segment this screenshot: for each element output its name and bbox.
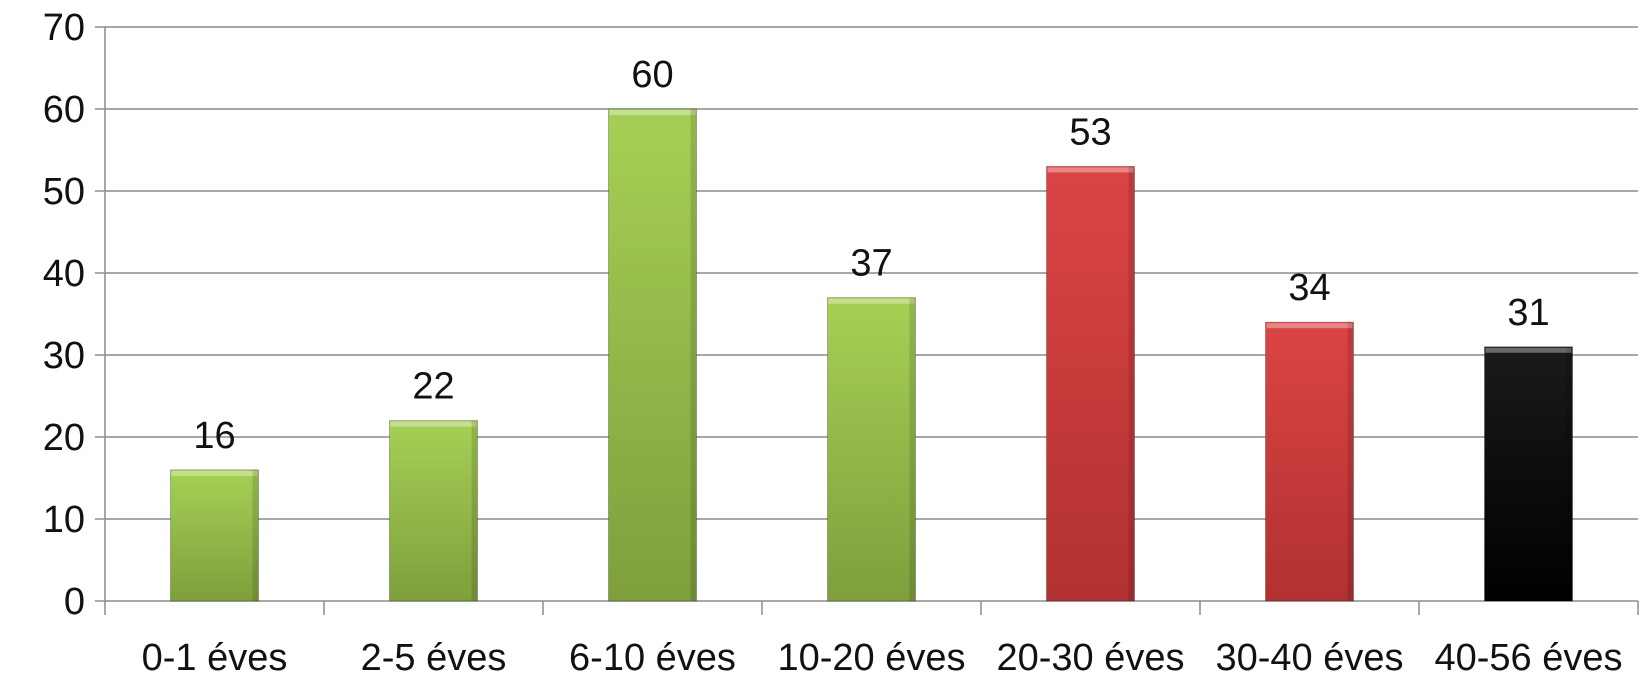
bar-body [608, 108, 697, 602]
category-label: 0-1 éves [142, 637, 288, 679]
bar-bevel [1266, 323, 1353, 329]
data-label: 37 [850, 243, 892, 285]
y-tick-label: 40 [43, 253, 85, 295]
category-label: 20-30 éves [996, 637, 1184, 679]
bar-body [170, 469, 259, 602]
data-label: 31 [1507, 292, 1549, 334]
bar-bevel [1485, 347, 1572, 353]
bar-bevel [1047, 167, 1134, 173]
bar-shade [690, 109, 697, 601]
data-labels: 16 22 60 37 53 34 31 [193, 54, 1549, 457]
bar-body [827, 297, 916, 602]
category-label: 10-20 éves [777, 637, 965, 679]
bar-shade [1566, 346, 1573, 601]
y-tick-label: 20 [43, 417, 85, 459]
bar-bevel [390, 421, 477, 427]
y-axis-ticks: 0 10 20 30 40 50 60 70 [43, 7, 85, 623]
category-label: 40-56 éves [1434, 637, 1622, 679]
bar [1265, 321, 1354, 602]
bar-body [1265, 321, 1354, 602]
bar-bevel [828, 298, 915, 304]
bars [170, 108, 1573, 602]
bar [1046, 165, 1135, 602]
y-tick-label: 50 [43, 171, 85, 213]
bar-bevel [171, 470, 258, 476]
data-label: 34 [1288, 267, 1330, 309]
data-label: 53 [1069, 111, 1111, 153]
category-label: 6-10 éves [569, 637, 736, 679]
category-label: 2-5 éves [361, 637, 507, 679]
bar-bevel [609, 110, 696, 115]
data-label: 60 [631, 54, 673, 96]
y-tick-label: 70 [43, 7, 85, 49]
y-tick-label: 0 [64, 581, 85, 623]
bar-shade [471, 420, 478, 601]
bar-shade [252, 469, 259, 601]
x-axis-labels: 0-1 éves 2-5 éves 6-10 éves 10-20 éves 20-30… [142, 637, 1623, 679]
bar [170, 469, 259, 602]
y-tick-label: 10 [43, 499, 85, 541]
bar [389, 420, 478, 602]
bar-shade [1128, 166, 1135, 601]
data-label: 22 [412, 366, 454, 408]
y-tick-label: 30 [43, 335, 85, 377]
bar-shade [1347, 322, 1354, 601]
bar [1484, 346, 1573, 602]
y-tick-label: 60 [43, 89, 85, 131]
bar [608, 108, 697, 602]
bar [827, 297, 916, 602]
category-label: 30-40 éves [1215, 637, 1403, 679]
bar-body [1046, 165, 1135, 602]
bar-body [1484, 346, 1573, 602]
bar-shade [909, 297, 916, 601]
data-label: 16 [193, 415, 235, 457]
bar-body [389, 420, 478, 602]
